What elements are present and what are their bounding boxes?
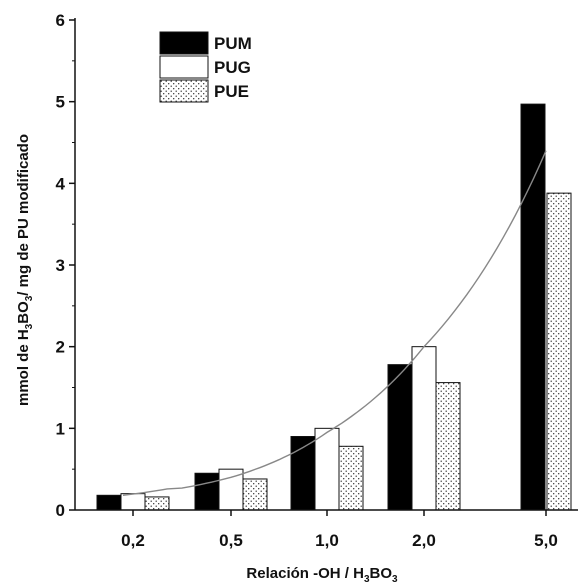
y-axis-title-part-2: BO — [15, 301, 32, 324]
legend-swatch-pum — [159, 31, 209, 55]
bar-pum-0 — [96, 494, 122, 511]
x-axis-title-sub-1: 3 — [364, 574, 370, 585]
x-tick-label: 0,2 — [121, 531, 145, 550]
bar-pug-1 — [218, 468, 244, 511]
y-axis-title-part-1: mmol de H — [15, 329, 32, 406]
legend-swatch-pug — [159, 55, 209, 79]
x-tick-label: 0,5 — [219, 531, 243, 550]
y-axis-title-sub-1: 3 — [24, 323, 35, 329]
plot-area: 0 1 2 3 4 5 6 0,2 0,5 1,0 2,0 5,0 PUM PUG PUE — [56, 11, 578, 550]
x-tick-label: 5,0 — [534, 531, 558, 550]
svg-text:mmol de H3BO3/ mg de PU modifi: mmol de H3BO3/ mg de PU modificado — [15, 134, 35, 406]
y-tick-label: 3 — [56, 256, 65, 275]
y-tick-label: 0 — [56, 501, 65, 520]
x-axis-title: Relación -OH / H3BO3 — [246, 565, 398, 585]
legend-label-pug: PUG — [214, 58, 251, 77]
y-axis-title-sub-2: 3 — [24, 295, 35, 301]
x-axis-title-part-2: BO — [370, 565, 393, 582]
bar-pue-2 — [338, 445, 364, 511]
bar-pug-3 — [411, 346, 437, 511]
x-tick-label: 2,0 — [412, 531, 436, 550]
legend-label-pue: PUE — [214, 82, 249, 101]
x-axis-title-sub-2: 3 — [392, 574, 398, 585]
y-tick-label: 2 — [56, 338, 65, 357]
y-axis-title-part-3: / mg de PU modificado — [15, 134, 32, 296]
y-tick-label: 1 — [56, 419, 65, 438]
x-tick-label: 1,0 — [315, 531, 339, 550]
legend-swatch-pue — [159, 79, 209, 103]
trend-line — [122, 150, 547, 496]
y-tick-label: 6 — [56, 11, 65, 30]
bar-pue-1 — [242, 478, 268, 511]
bar-pum-4 — [520, 103, 546, 511]
y-tick-label: 4 — [56, 174, 66, 193]
bar-pug-2 — [314, 427, 340, 511]
y-tick-label: 5 — [56, 93, 65, 112]
bar-pue-0 — [144, 496, 170, 511]
bar-pum-1 — [194, 472, 220, 511]
y-axis-title: mmol de H3BO3/ mg de PU modificado — [15, 134, 35, 406]
bar-pue-3 — [435, 382, 461, 511]
legend: PUM PUG PUE — [159, 31, 252, 103]
bar-pug-0 — [120, 493, 146, 511]
bar-pum-3 — [387, 364, 413, 511]
x-axis-title-part-1: Relación -OH / H — [246, 565, 364, 582]
svg-text:Relación -OH / H3BO3: Relación -OH / H3BO3 — [246, 565, 398, 585]
bar-pue-4 — [546, 192, 572, 511]
legend-label-pum: PUM — [214, 34, 252, 53]
